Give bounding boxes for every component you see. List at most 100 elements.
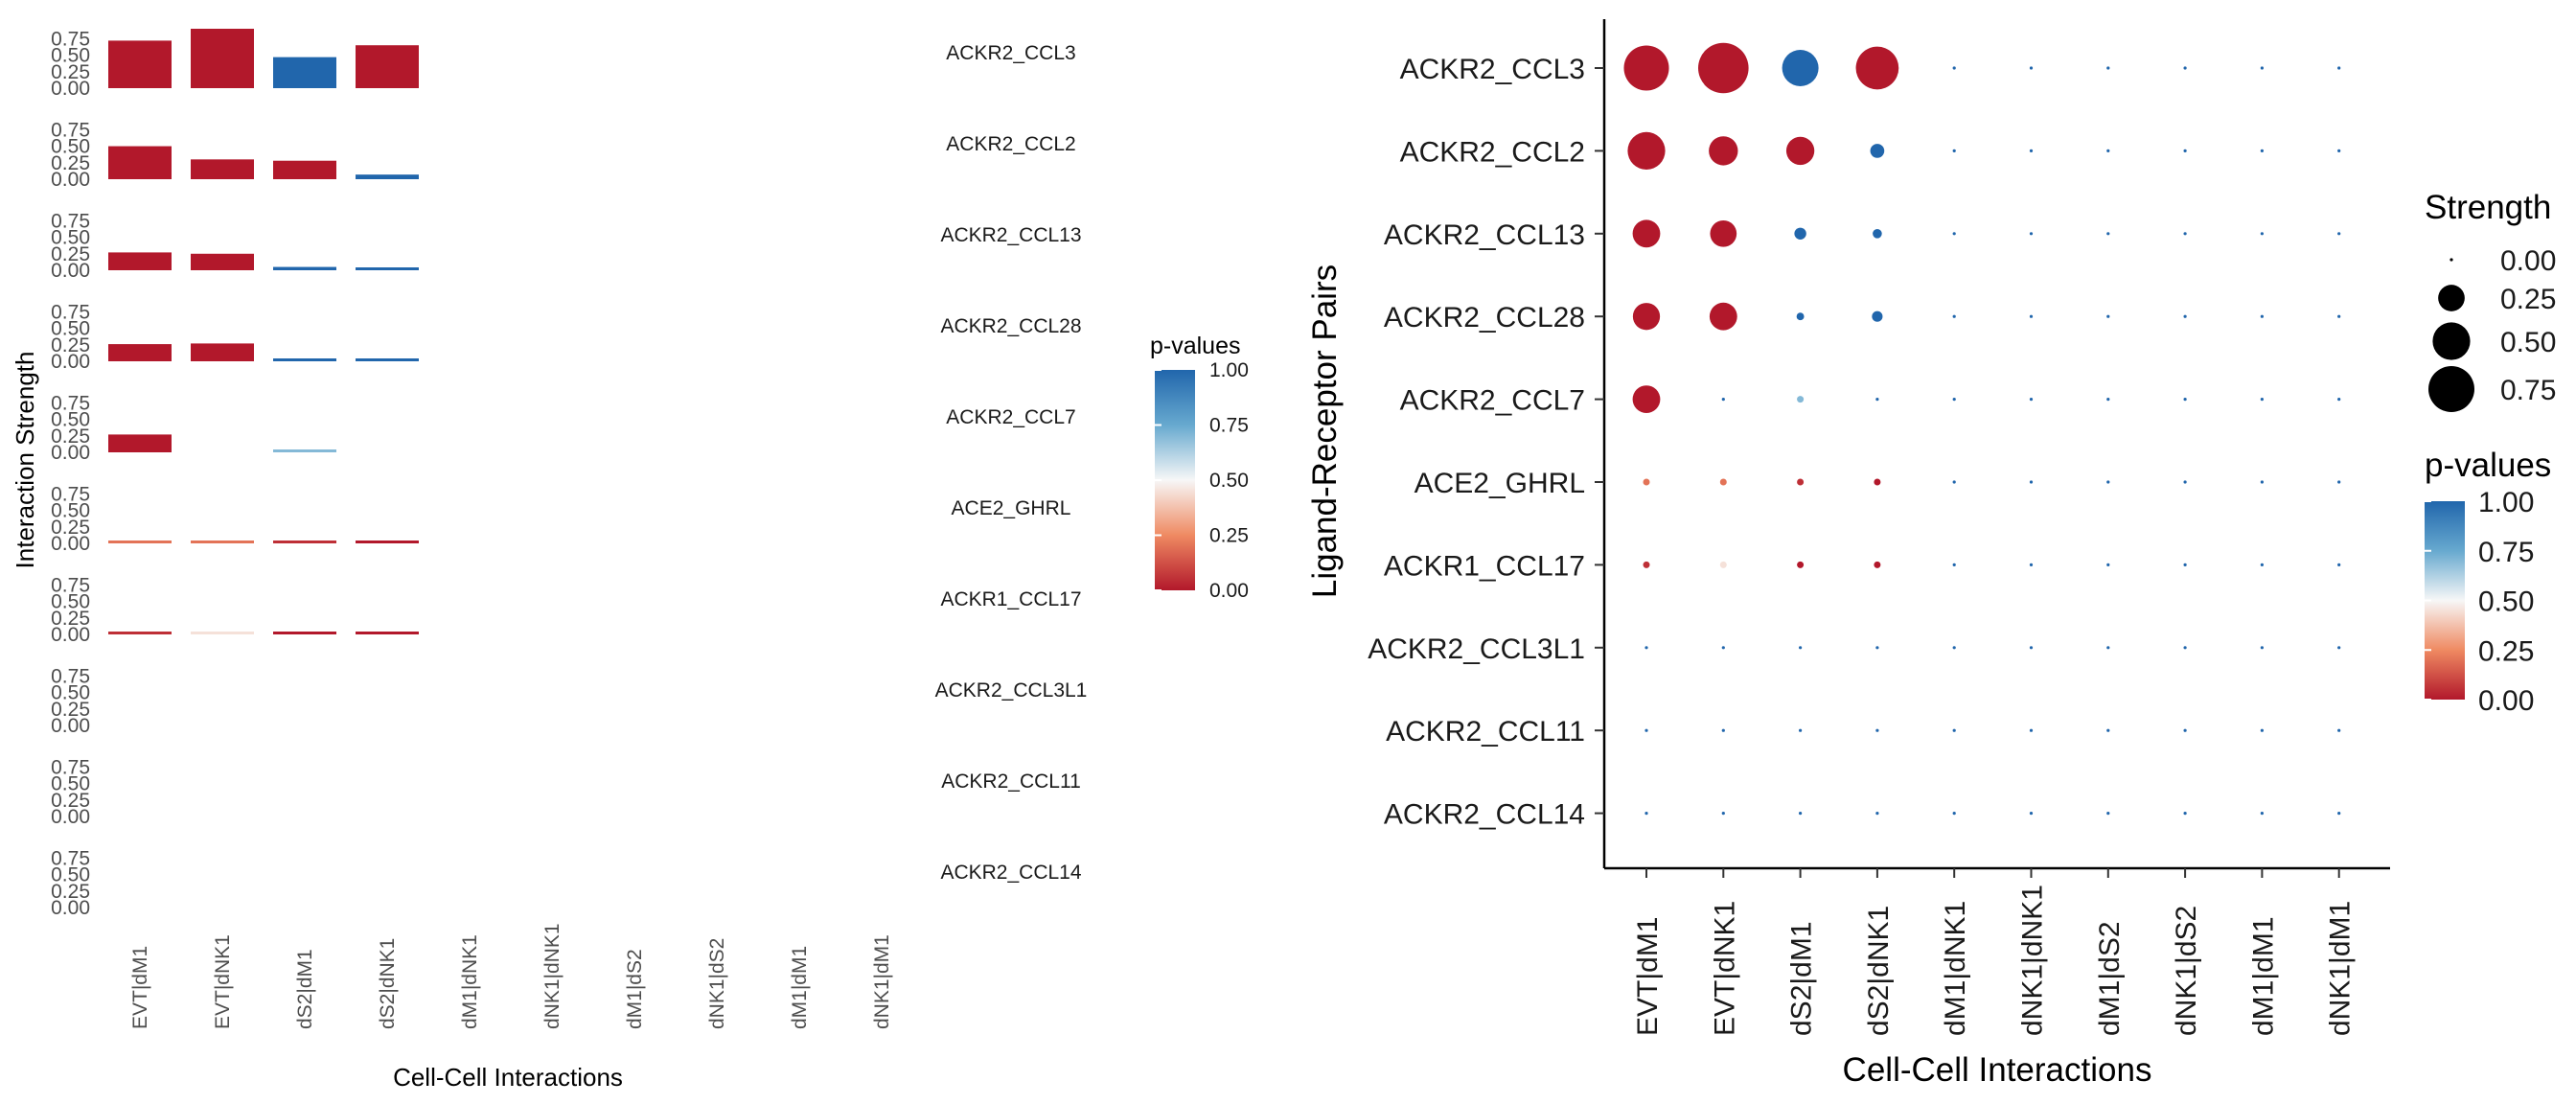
y-tick-label: 0.25 [51,334,90,356]
strength-legend-label: 0.75 [2500,375,2556,406]
facet-pair-label: ACKR2_CCL3L1 [935,679,1088,702]
y-tick-label: 0.00 [51,806,90,828]
dot [2029,232,2034,236]
bar [191,29,254,88]
dot [2106,149,2110,152]
y-tick-label: 0.00 [51,897,90,919]
bar [356,45,419,88]
dot [2106,728,2110,732]
y-tick-label: 0.50 [51,227,90,249]
strength-legend-label: 0.00 [2500,245,2556,277]
dot [2029,728,2034,732]
y-tick-label: 0.50 [51,682,90,704]
bar [108,40,172,88]
dot [1870,144,1885,158]
dot [2260,314,2264,318]
dot [2183,563,2187,567]
bar [356,540,419,543]
dot [1952,646,1956,650]
bar [273,160,336,179]
dot [2337,480,2341,484]
dot [2029,149,2034,152]
y-tick-label: 0.75 [51,210,90,232]
y-tick-label: 0.50 [51,45,90,67]
x-tick-label: EVT|dNK1 [212,934,234,1029]
dot [2260,646,2264,650]
dot [2260,728,2264,732]
legend-title: p-values [1150,333,1241,359]
dot [1627,131,1666,170]
y-axis-title: Interaction Strength [11,352,39,569]
dot [1873,229,1882,239]
y-tick-label: 0.50 [51,864,90,886]
dot [1952,314,1956,318]
dot [2260,563,2264,567]
dot [1855,46,1899,90]
bar [191,253,254,270]
y-tick-label: 0.00 [51,78,90,100]
dot [2029,66,2034,70]
legend-tick-label: 0.25 [1209,525,1249,547]
y-tick-label: ACKR2_CCL3L1 [1368,633,1585,665]
bar [108,344,172,361]
bar [356,632,419,634]
dot [2260,812,2264,816]
y-tick-label: 0.50 [51,409,90,431]
dot [2337,232,2341,236]
dot [1797,561,1805,568]
legend-tick-label: 0.00 [1209,580,1249,602]
x-tick-label: dM1|dNK1 [1940,901,1971,1036]
dot [1799,812,1803,816]
x-tick-label: dS2|dM1 [294,949,316,1029]
bar [108,540,172,543]
dot [1952,812,1956,816]
bar [273,540,336,543]
dot [2260,149,2264,152]
strength-legend-label: 0.50 [2500,327,2556,358]
dot [2029,563,2034,567]
dot [1709,136,1738,166]
x-tick-label: dM1|dM1 [2247,916,2279,1036]
y-tick-label: 0.25 [51,881,90,903]
faceted-bar-panel: 0.000.250.500.75ACKR2_CCL30.000.250.500.… [11,28,1087,1092]
dot [1643,561,1650,568]
y-tick-label: 0.75 [51,483,90,505]
dot [2183,232,2187,236]
x-tick-label: dM1|dNK1 [459,934,481,1029]
dot [2260,480,2264,484]
dot [1952,480,1956,484]
dot [2337,398,2341,402]
dot [2106,646,2110,650]
y-tick-label: 0.25 [51,243,90,265]
strength-legend-dot [2432,322,2471,360]
y-tick-label: 0.00 [51,624,90,646]
pvalue-legend-label: 1.00 [2478,487,2534,518]
y-tick-label: 0.75 [51,119,90,141]
dot [2337,728,2341,732]
y-tick-label: 0.25 [51,517,90,539]
dot [2260,66,2264,70]
bar [273,632,336,634]
bar [191,159,254,179]
y-tick-label: 0.75 [51,392,90,414]
dot [1952,398,1956,402]
y-tick-label: ACKR2_CCL14 [1384,799,1585,831]
y-tick-label: 0.75 [51,665,90,687]
bar [273,57,336,88]
dot [1644,812,1648,816]
pvalue-legend-label: 0.50 [2478,586,2534,618]
dot [1875,812,1879,816]
dot [2029,812,2034,816]
dot [1797,478,1805,486]
facet-pair-label: ACE2_GHRL [952,497,1071,519]
y-tick-label: ACKR1_CCL17 [1384,550,1585,582]
y-tick-label: 0.00 [51,442,90,464]
pvalue-legend-title: p-values [2425,447,2551,484]
y-tick-label: ACKR2_CCL13 [1384,219,1585,251]
dot [2183,66,2187,70]
dot [1709,302,1737,331]
dot [1794,227,1806,240]
bar [108,434,172,452]
x-tick-label: dM1|dS2 [624,949,646,1029]
